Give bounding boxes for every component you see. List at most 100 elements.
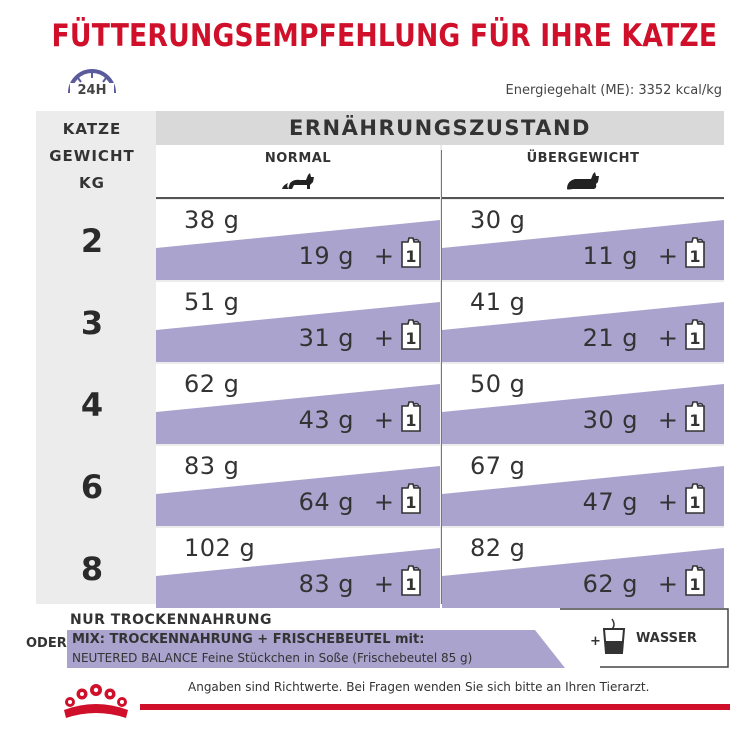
dry-only-amount: 82 g — [470, 534, 526, 562]
mix-wedge — [442, 302, 724, 362]
plus-sign: + — [657, 488, 678, 516]
feeding-cell-normal: 62 g 43 g +1 — [156, 364, 440, 444]
mix-dry-amount: 47 g — [582, 488, 638, 516]
mix-dry-amount: 64 g — [298, 488, 354, 516]
pouch-icon: 1 — [685, 565, 705, 596]
mix-background — [67, 630, 565, 668]
mix-dry-amount: 31 g — [298, 324, 354, 352]
plus-sign: + — [373, 570, 394, 598]
plus-sign: + — [657, 406, 678, 434]
plus-sign: + — [657, 242, 678, 270]
disclaimer: Angaben sind Richtwerte. Bei Fragen wend… — [188, 680, 650, 694]
feeding-cell-normal: 102 g 83 g +1 — [156, 528, 440, 608]
pouch-icon: 1 — [401, 565, 421, 596]
clock-label: 24H — [70, 83, 114, 98]
feeding-cell-normal: 38 g 19 g +1 — [156, 200, 440, 280]
weight-header-line3: KG — [79, 174, 105, 192]
dry-only-amount: 41 g — [470, 288, 526, 316]
feeding-cell-overweight: 67 g 47 g +1 — [442, 446, 724, 526]
feeding-cell-normal: 83 g 64 g +1 — [156, 446, 440, 526]
feeding-cell-overweight: 82 g 62 g +1 — [442, 528, 724, 608]
feeding-cell-overweight: 50 g 30 g +1 — [442, 364, 724, 444]
mix-wedge — [442, 466, 724, 526]
pouch-count: 1 — [405, 247, 416, 266]
pouch-icon: 1 — [685, 237, 705, 268]
or-label: ODER — [26, 636, 67, 651]
feeding-cell-overweight: 30 g 11 g +1 — [442, 200, 724, 280]
dry-only-amount: 51 g — [184, 288, 240, 316]
pouch-count: 1 — [689, 411, 700, 430]
water-bowl-icon — [602, 618, 626, 654]
pouch-icon: 1 — [401, 319, 421, 350]
weight-value: 6 — [80, 468, 104, 506]
mix-label: MIX: TROCKENNAHRUNG + FRISCHEBEUTEL mit: — [72, 632, 425, 647]
pouch-icon: 1 — [685, 401, 705, 432]
column-header-normal: NORMAL — [156, 145, 440, 199]
page-title: FÜTTERUNGSEMPFEHLUNG FÜR IHRE KATZE — [51, 18, 718, 54]
weight-header: KATZE GEWICHT KG — [40, 116, 144, 197]
mix-dry-amount: 83 g — [298, 570, 354, 598]
weight-value: 8 — [80, 550, 104, 588]
pouch-count: 1 — [405, 411, 416, 430]
pouch-count: 1 — [689, 493, 700, 512]
dry-only-amount: 62 g — [184, 370, 240, 398]
feeding-cell-normal: 51 g 31 g +1 — [156, 282, 440, 362]
pouch-icon: 1 — [401, 237, 421, 268]
weight-value: 4 — [80, 386, 104, 424]
royal-canin-crown-logo — [64, 684, 128, 718]
pouch-count: 1 — [689, 247, 700, 266]
weight-header-line1: KATZE — [62, 120, 122, 138]
dry-only-amount: 38 g — [184, 206, 240, 234]
mix-wedge — [156, 384, 440, 444]
feeding-cell-overweight: 41 g 21 g +1 — [442, 282, 724, 362]
dry-only-label: NUR TROCKENNAHRUNG — [70, 612, 272, 628]
mix-dry-amount: 43 g — [298, 406, 354, 434]
plus-sign: + — [373, 242, 394, 270]
pouch-count: 1 — [689, 329, 700, 348]
mix-dry-amount: 30 g — [582, 406, 638, 434]
pouch-icon: 1 — [401, 401, 421, 432]
column-label-overweight: ÜBERGEWICHT — [526, 151, 640, 166]
mix-dry-amount: 19 g — [298, 242, 354, 270]
column-divider — [441, 150, 442, 604]
condition-header: ERNÄHRUNGSZUSTAND — [156, 111, 724, 145]
mix-wedge — [442, 220, 724, 280]
pouch-count: 1 — [405, 575, 416, 594]
brand-line — [140, 704, 730, 710]
mix-wedge — [442, 384, 724, 444]
cat-icon — [282, 173, 314, 189]
dry-only-amount: 102 g — [184, 534, 256, 562]
plus-sign: + — [373, 324, 394, 352]
mix-wedge — [442, 548, 724, 608]
water-plus: + — [590, 634, 601, 649]
mix-wedge — [156, 302, 440, 362]
dry-only-amount: 50 g — [470, 370, 526, 398]
pouch-icon: 1 — [685, 319, 705, 350]
plus-sign: + — [373, 488, 394, 516]
pouch-count: 1 — [405, 493, 416, 512]
mix-dry-amount: 21 g — [582, 324, 638, 352]
pouch-icon: 1 — [685, 483, 705, 514]
dry-only-amount: 30 g — [470, 206, 526, 234]
dry-only-amount: 67 g — [470, 452, 526, 480]
pouch-count: 1 — [689, 575, 700, 594]
weight-value: 2 — [80, 222, 104, 260]
water-box: + — [560, 608, 729, 668]
pouch-count: 1 — [405, 329, 416, 348]
mix-dry-amount: 62 g — [582, 570, 638, 598]
pouch-icon: 1 — [401, 483, 421, 514]
plus-sign: + — [657, 570, 678, 598]
mix-dry-amount: 11 g — [582, 242, 638, 270]
water-label: WASSER — [636, 631, 697, 646]
plus-sign: + — [657, 324, 678, 352]
weight-value: 3 — [80, 304, 104, 342]
mix-wedge — [156, 466, 440, 526]
energy-content: Energiegehalt (ME): 3352 kcal/kg — [505, 83, 722, 98]
dry-only-amount: 83 g — [184, 452, 240, 480]
plus-sign: + — [373, 406, 394, 434]
column-header-overweight: ÜBERGEWICHT — [442, 145, 724, 199]
mix-wedge — [156, 220, 440, 280]
mix-product-label: NEUTERED BALANCE Feine Stückchen in Soße… — [72, 651, 473, 665]
mix-wedge — [156, 548, 440, 608]
column-label-normal: NORMAL — [264, 151, 332, 166]
